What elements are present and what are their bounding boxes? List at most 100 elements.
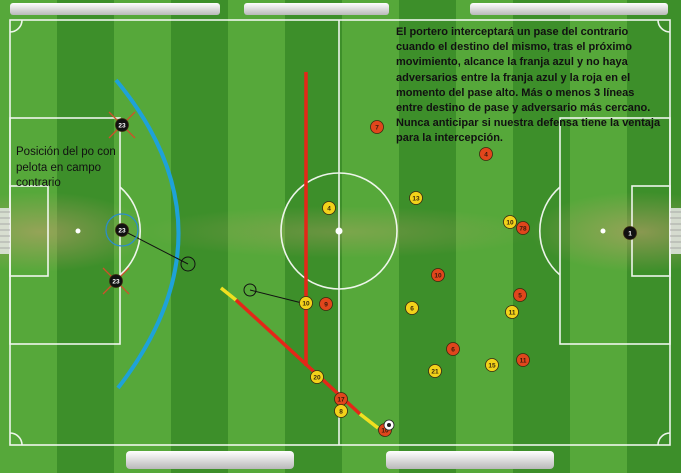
orange-player[interactable]: 6 — [446, 342, 460, 356]
ball-patch — [387, 423, 391, 427]
yellow-player[interactable]: 6 — [405, 301, 419, 315]
yellow-player-token — [405, 301, 419, 315]
yellow-player-token — [299, 296, 313, 310]
yellow-player-number: 15 — [488, 363, 496, 370]
black-player-number: 23 — [118, 228, 126, 235]
orange-player[interactable]: 17 — [334, 392, 348, 406]
goalkeeper-highlight-ring — [105, 213, 139, 247]
orange-player[interactable]: 9 — [319, 297, 333, 311]
yellow-player[interactable]: 13 — [409, 191, 423, 205]
ball — [383, 419, 395, 431]
stand-bottom-right — [386, 451, 554, 469]
yellow-player[interactable]: 8 — [334, 404, 348, 418]
marking-line — [249, 289, 307, 305]
yellow-player-number: 10 — [506, 220, 514, 227]
black-player-token — [115, 118, 129, 132]
stand-bottom-left — [126, 451, 294, 469]
black-player[interactable]: 23 — [109, 274, 123, 288]
stand-top-left — [10, 3, 220, 15]
goalkeeper-target-circle — [180, 256, 196, 272]
orange-player[interactable]: 78 — [516, 221, 530, 235]
black-player-token — [109, 274, 123, 288]
orange-player-number: 10 — [434, 273, 442, 280]
top-stands — [10, 3, 668, 15]
marking-circle — [243, 283, 257, 297]
orange-player[interactable]: 10 — [431, 268, 445, 282]
orange-player[interactable]: 11 — [516, 353, 530, 367]
orange-player-number: 11 — [520, 358, 527, 365]
yellow-player-number: 11 — [509, 310, 516, 317]
right-goal — [670, 208, 681, 254]
black-player[interactable]: 23 — [115, 118, 129, 132]
black-player-number: 23 — [118, 123, 126, 130]
corner-arc-tl — [9, 19, 23, 33]
yellow-player[interactable]: 10 — [503, 215, 517, 229]
yellow-player-number: 10 — [302, 301, 310, 308]
black-player-token — [623, 226, 637, 240]
left-goal — [0, 208, 10, 254]
goalkeeper-move-line — [121, 229, 189, 265]
pass-line-end-yellow — [358, 412, 380, 430]
orange-player-number: 78 — [519, 226, 527, 233]
left-goal-haze — [0, 192, 150, 272]
right-goal-haze — [530, 192, 681, 272]
yellow-player-number: 20 — [313, 375, 321, 382]
orange-player[interactable]: 4 — [479, 147, 493, 161]
corner-arc-tr — [657, 19, 671, 33]
black-player-token — [115, 223, 129, 237]
yellow-player[interactable]: 21 — [428, 364, 442, 378]
yellow-player[interactable]: 15 — [485, 358, 499, 372]
orange-player-token — [516, 353, 530, 367]
orange-player-token — [479, 147, 493, 161]
yellow-player-number: 8 — [339, 409, 343, 416]
bottom-stands — [126, 451, 554, 469]
orange-player-number: 4 — [484, 152, 488, 159]
yellow-player-token — [322, 201, 336, 215]
orange-player-token — [516, 221, 530, 235]
pass-line-start-yellow — [219, 286, 238, 302]
orange-player-token — [513, 288, 527, 302]
orange-player-token — [370, 120, 384, 134]
yellow-player-token — [409, 191, 423, 205]
orange-player-number: 5 — [518, 293, 522, 300]
stand-top-right — [470, 3, 668, 15]
black-player-number: 1 — [628, 231, 632, 238]
yellow-player-number: 4 — [327, 206, 331, 213]
yellow-player-token — [503, 215, 517, 229]
orange-player-number: 7 — [375, 125, 379, 132]
black-player[interactable]: 1 — [623, 226, 637, 240]
orange-player-number: 6 — [451, 347, 455, 354]
possession-caption: Posición del po con pelota en campo cont… — [16, 146, 116, 190]
goalkeeper-interception-line — [114, 78, 181, 390]
orange-player-token — [446, 342, 460, 356]
yellow-player-number: 6 — [410, 306, 414, 313]
explanation-text: El portero interceptará un pase del cont… — [396, 26, 661, 145]
right-penalty-spot — [600, 228, 606, 234]
yellow-player-token — [334, 404, 348, 418]
yellow-player[interactable]: 4 — [322, 201, 336, 215]
orange-player-number: 10 — [381, 428, 389, 435]
yellow-player[interactable]: 20 — [310, 370, 324, 384]
centre-spot — [335, 227, 343, 235]
yellow-player-number: 13 — [412, 196, 420, 203]
yellow-player-number: 21 — [431, 369, 439, 376]
orange-player[interactable]: 5 — [513, 288, 527, 302]
yellow-player-token — [428, 364, 442, 378]
corner-arc-bl — [9, 432, 23, 446]
orange-player-number: 9 — [324, 302, 328, 309]
orange-player[interactable]: 7 — [370, 120, 384, 134]
yellow-player-token — [485, 358, 499, 372]
stand-top-center — [244, 3, 389, 15]
yellow-player[interactable]: 11 — [505, 305, 519, 319]
centre-circle — [280, 172, 398, 290]
yellow-player[interactable]: 10 — [299, 296, 313, 310]
right-penalty-arc — [538, 186, 561, 276]
corner-arc-br — [657, 432, 671, 446]
left-penalty-arc — [119, 186, 142, 276]
yellow-player-token — [505, 305, 519, 319]
black-player-number: 23 — [112, 279, 120, 286]
orange-player-token — [431, 268, 445, 282]
black-player[interactable]: 23 — [115, 223, 129, 237]
